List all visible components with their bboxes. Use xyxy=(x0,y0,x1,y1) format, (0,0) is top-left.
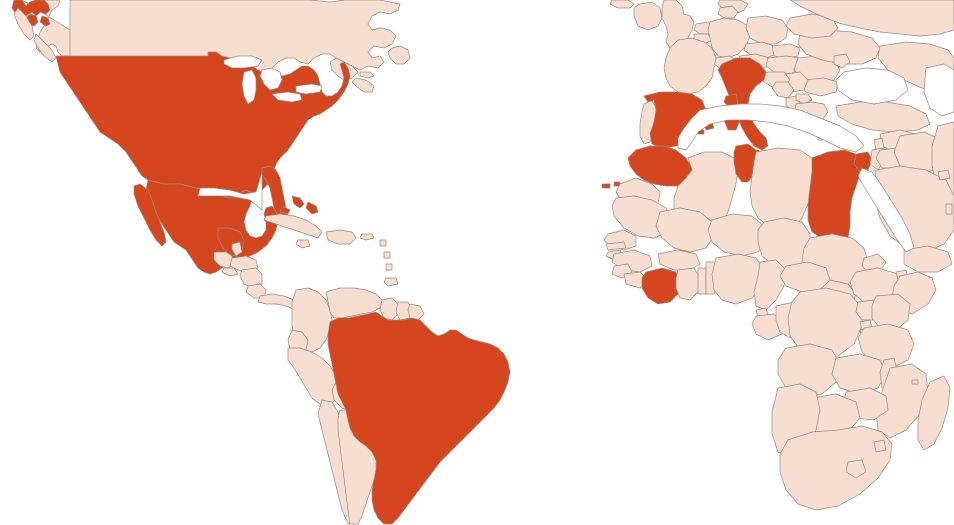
region-bahamas-2[interactable] xyxy=(306,202,318,214)
country-dr-congo[interactable] xyxy=(788,288,862,358)
country-angola[interactable] xyxy=(778,344,840,396)
gulf-of-mexico xyxy=(198,172,262,210)
country-zambia[interactable] xyxy=(832,354,886,394)
region-bahamas[interactable] xyxy=(292,196,304,208)
lake-ontario xyxy=(296,84,322,94)
country-russia-west[interactable] xyxy=(790,0,954,36)
country-cote-divoire[interactable] xyxy=(642,268,680,304)
country-czechia[interactable] xyxy=(744,42,776,58)
region-north-america xyxy=(12,0,410,310)
region-newfoundland[interactable] xyxy=(388,46,410,64)
country-yemen[interactable] xyxy=(904,246,952,272)
lake-huron xyxy=(260,68,282,90)
country-cuba[interactable] xyxy=(264,214,322,238)
country-kuwait[interactable] xyxy=(938,170,950,180)
country-north-macedonia[interactable] xyxy=(796,94,812,104)
country-france[interactable] xyxy=(664,38,716,94)
country-belarus[interactable] xyxy=(786,14,838,38)
country-peru[interactable] xyxy=(288,348,340,404)
mediterranean-sea xyxy=(678,104,864,152)
region-africa xyxy=(602,144,950,510)
country-tunisia[interactable] xyxy=(734,144,758,182)
country-ghana[interactable] xyxy=(676,268,700,300)
country-niger[interactable] xyxy=(708,214,766,256)
country-lesotho[interactable] xyxy=(846,460,866,478)
country-belize[interactable] xyxy=(232,242,242,256)
country-jamaica[interactable] xyxy=(296,240,310,248)
country-trinidad[interactable] xyxy=(384,278,398,286)
black-sea xyxy=(836,68,908,104)
country-moldova[interactable] xyxy=(834,54,850,68)
country-hispaniola[interactable] xyxy=(326,230,356,244)
country-lebanon[interactable] xyxy=(874,138,884,150)
region-pei[interactable] xyxy=(360,72,374,78)
country-denmark[interactable] xyxy=(718,6,738,18)
country-gambia[interactable] xyxy=(606,242,626,250)
lake-michigan xyxy=(242,70,256,104)
country-puerto-rico[interactable] xyxy=(360,234,374,240)
region-comoros[interactable] xyxy=(912,380,918,384)
country-ukraine[interactable] xyxy=(798,30,880,64)
region-canary-islands[interactable] xyxy=(602,184,610,188)
country-el-salvador[interactable] xyxy=(222,268,238,276)
region-south-america xyxy=(288,288,510,524)
country-eswatini[interactable] xyxy=(874,440,886,452)
lake-superior xyxy=(224,56,262,68)
country-tanzania[interactable] xyxy=(858,324,914,368)
country-poland[interactable] xyxy=(746,16,788,44)
region-europe xyxy=(610,0,954,162)
country-brazil[interactable] xyxy=(328,312,510,524)
country-mali[interactable] xyxy=(656,208,714,252)
region-alaska-islands-2[interactable] xyxy=(40,16,50,26)
region-vancouver-island[interactable] xyxy=(34,34,56,62)
region-florida-keys[interactable] xyxy=(280,206,290,214)
country-slovakia[interactable] xyxy=(772,44,800,58)
country-burkina-faso[interactable] xyxy=(658,250,700,270)
country-venezuela[interactable] xyxy=(326,288,382,318)
country-south-africa[interactable] xyxy=(780,426,892,510)
region-haida-gwaii[interactable] xyxy=(14,8,34,40)
region-lesser-antilles-1[interactable] xyxy=(380,240,386,246)
lake-erie xyxy=(272,92,302,102)
country-cameroon[interactable] xyxy=(754,260,786,310)
country-madagascar[interactable] xyxy=(918,376,950,450)
country-qatar[interactable] xyxy=(946,204,952,214)
region-nova-scotia[interactable] xyxy=(352,78,374,92)
country-nigeria[interactable] xyxy=(712,254,764,304)
region-baja-california[interactable] xyxy=(134,184,166,246)
country-ireland[interactable] xyxy=(634,2,662,30)
red-sea xyxy=(858,168,914,252)
country-guyana[interactable] xyxy=(380,298,398,320)
country-togo[interactable] xyxy=(698,268,706,294)
caspian-sea xyxy=(924,64,954,116)
country-germany[interactable] xyxy=(708,18,750,58)
country-iceland[interactable] xyxy=(610,0,634,8)
region-sinai[interactable] xyxy=(854,152,872,172)
region-western-asia xyxy=(870,122,954,272)
region-lesser-antilles-3[interactable] xyxy=(386,264,392,270)
region-lesser-antilles-2[interactable] xyxy=(384,252,390,258)
